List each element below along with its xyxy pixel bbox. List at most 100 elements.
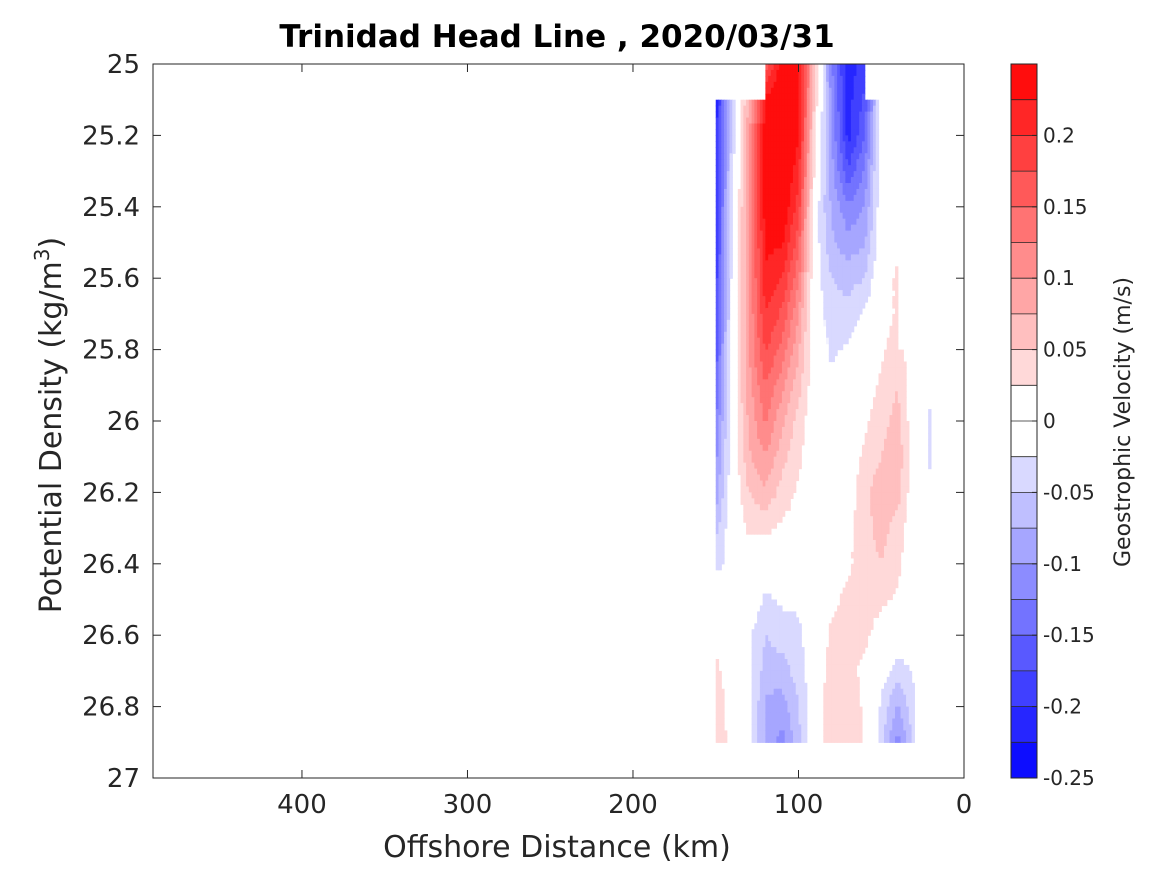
contour-cell xyxy=(853,242,858,250)
contour-cell xyxy=(751,361,755,369)
contour-cell xyxy=(834,117,838,125)
contour-cell xyxy=(718,516,722,523)
contour-cell xyxy=(806,367,811,374)
contour-cell xyxy=(826,266,830,273)
contour-cell xyxy=(881,385,885,392)
contour-cell xyxy=(762,319,766,327)
contour-cell xyxy=(878,426,882,434)
contour-cell xyxy=(762,456,766,464)
contour-cell xyxy=(806,224,811,232)
y-axis-title-main: Potential Density (kg/m xyxy=(34,261,69,613)
contour-cell xyxy=(897,492,902,499)
contour-cell xyxy=(848,302,852,309)
contour-cell xyxy=(884,426,888,434)
contour-cell xyxy=(762,498,766,505)
contour-cell xyxy=(770,343,775,351)
contour-cell xyxy=(881,391,885,398)
contour-cell xyxy=(872,212,877,220)
contour-cell xyxy=(795,224,800,232)
contour-cell xyxy=(834,325,838,333)
contour-cell xyxy=(806,284,811,291)
contour-cell xyxy=(872,551,877,559)
contour-cell xyxy=(784,403,789,410)
contour-cell xyxy=(787,307,791,315)
contour-cell xyxy=(798,337,802,345)
contour-cell xyxy=(748,456,753,464)
contour-cell xyxy=(787,129,791,136)
contour-cell xyxy=(729,200,733,208)
contour-cell xyxy=(872,540,877,547)
contour-cell xyxy=(831,694,835,702)
contour-cell xyxy=(834,284,838,291)
contour-cell xyxy=(864,188,869,196)
contour-cell xyxy=(795,325,800,333)
contour-cell xyxy=(779,676,783,684)
contour-cell xyxy=(757,641,761,648)
contour-cell xyxy=(729,117,733,125)
contour-cell xyxy=(795,212,800,220)
contour-cell xyxy=(853,248,858,255)
contour-cell xyxy=(787,617,791,624)
contour-cell xyxy=(765,153,769,160)
contour-cell xyxy=(812,165,816,172)
contour-cell xyxy=(875,474,880,482)
contour-cell xyxy=(754,355,758,363)
contour-cell xyxy=(740,409,744,416)
contour-cell xyxy=(853,183,858,190)
contour-cell xyxy=(795,343,800,351)
contour-cell xyxy=(848,659,852,666)
contour-cell xyxy=(784,224,789,232)
contour-cell xyxy=(754,230,758,238)
contour-cell xyxy=(853,290,858,297)
contour-cell xyxy=(856,528,860,535)
contour-cell xyxy=(826,670,830,678)
contour-cell xyxy=(779,397,783,404)
contour-cell xyxy=(740,343,744,351)
contour-cell xyxy=(900,462,904,470)
contour-cell xyxy=(856,69,860,77)
contour-cell xyxy=(770,242,775,250)
contour-cell xyxy=(759,153,764,160)
contour-cell xyxy=(751,462,755,470)
contour-cell xyxy=(787,403,791,410)
contour-cell xyxy=(740,403,744,410)
contour-cell xyxy=(864,236,869,244)
contour-cell xyxy=(834,724,838,731)
contour-cell xyxy=(776,290,780,297)
contour-cell xyxy=(768,528,772,535)
contour-cell xyxy=(856,105,860,113)
contour-cell xyxy=(861,534,866,541)
contour-cell xyxy=(798,188,802,196)
contour-cell xyxy=(768,64,772,71)
velocity-contour-field xyxy=(715,64,932,743)
contour-cell xyxy=(754,486,758,493)
contour-cell xyxy=(724,159,728,166)
contour-cell xyxy=(792,313,797,321)
contour-cell xyxy=(751,718,755,726)
contour-cell xyxy=(765,188,769,196)
contour-cell xyxy=(872,421,877,428)
contour-cell xyxy=(781,307,786,315)
contour-cell xyxy=(837,700,841,708)
contour-cell xyxy=(751,296,755,303)
contour-cell xyxy=(790,718,794,726)
contour-cell xyxy=(845,605,849,612)
contour-cell xyxy=(748,206,753,214)
contour-cell xyxy=(770,641,775,648)
contour-cell xyxy=(864,599,869,607)
contour-cell xyxy=(831,676,835,684)
contour-cell xyxy=(886,557,891,565)
contour-cell xyxy=(798,260,802,267)
contour-cell xyxy=(834,212,838,220)
contour-cell xyxy=(889,593,893,601)
contour-cell xyxy=(762,224,766,232)
contour-cell xyxy=(768,706,772,714)
contour-cell xyxy=(751,676,755,684)
contour-cell xyxy=(872,438,877,446)
contour-cell xyxy=(831,236,835,244)
contour-cell xyxy=(875,135,880,142)
contour-cell xyxy=(784,87,789,95)
contour-cell xyxy=(870,206,874,214)
contour-cell xyxy=(806,64,811,71)
contour-cell xyxy=(748,171,753,178)
